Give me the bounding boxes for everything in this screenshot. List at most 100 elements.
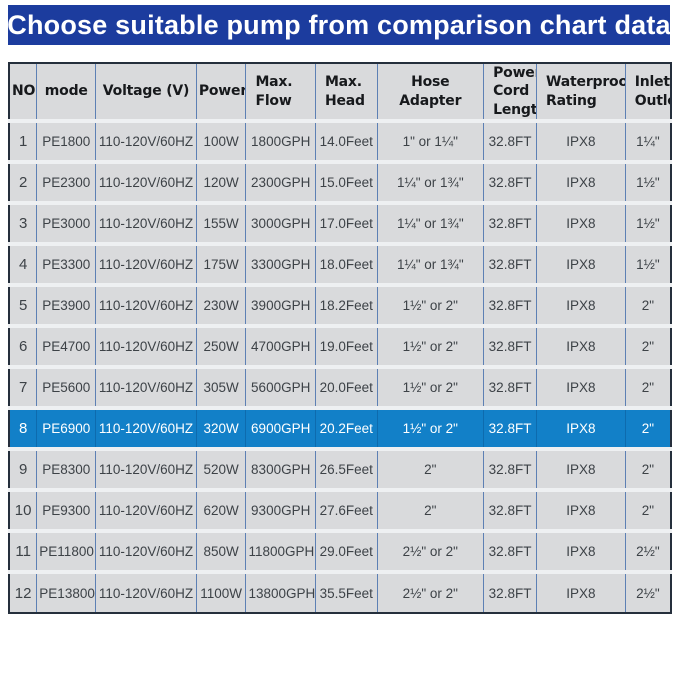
cell-mode: PE1800 xyxy=(36,119,96,162)
pump-comparison-table: NO mode Voltage (V) Power Max. Flow Max. Head… xyxy=(8,62,672,614)
cell-power: 100W xyxy=(195,119,246,162)
cell-waterproof_rating: IPX8 xyxy=(536,488,626,531)
table-row: 1 PE1800 110-120V/60HZ 100W 1800GPH 14.0Feet 1… xyxy=(9,119,671,162)
cell-max_flow: 5600GPH xyxy=(245,365,316,408)
cell-power_cord_length: 32.8FT xyxy=(483,160,537,203)
cell-power_cord_length: 32.8FT xyxy=(483,119,537,162)
cell-voltage: 110-120V/60HZ xyxy=(95,570,197,613)
cell-voltage: 110-120V/60HZ xyxy=(95,324,197,367)
cell-mode: PE13800 xyxy=(36,570,96,613)
cell-max_flow: 3900GPH xyxy=(245,283,316,326)
cell-hose_adapter: 1" or 1¼" xyxy=(376,119,484,162)
cell-no: 2 xyxy=(9,160,37,203)
cell-power: 850W xyxy=(195,529,246,572)
cell-inlet_outlet: 2½" xyxy=(624,529,671,572)
cell-no: 11 xyxy=(9,529,37,572)
table-row: 10 PE9300 110-120V/60HZ 620W 9300GPH 27.6Feet… xyxy=(9,488,671,531)
cell-max_head: 18.2Feet xyxy=(314,283,378,326)
cell-power: 620W xyxy=(195,488,246,531)
cell-no: 12 xyxy=(9,570,37,613)
cell-mode: PE3300 xyxy=(36,242,96,285)
cell-max_flow: 4700GPH xyxy=(245,324,316,367)
cell-max_head: 15.0Feet xyxy=(314,160,378,203)
cell-mode: PE11800 xyxy=(36,529,96,572)
cell-power_cord_length: 32.8FT xyxy=(483,365,537,408)
cell-no: 6 xyxy=(9,324,37,367)
cell-mode: PE9300 xyxy=(36,488,96,531)
cell-max_head: 18.0Feet xyxy=(314,242,378,285)
cell-waterproof_rating: IPX8 xyxy=(536,160,626,203)
cell-inlet_outlet: 2" xyxy=(624,447,671,490)
cell-power: 250W xyxy=(195,324,246,367)
cell-max_head: 17.0Feet xyxy=(314,201,378,244)
cell-power: 155W xyxy=(195,201,246,244)
page: Choose suitable pump from comparison cha… xyxy=(0,5,679,614)
cell-max_head: 19.0Feet xyxy=(314,324,378,367)
table-row: 6 PE4700 110-120V/60HZ 250W 4700GPH 19.0Feet 1… xyxy=(9,324,671,367)
cell-max_flow: 9300GPH xyxy=(245,488,316,531)
cell-waterproof_rating: IPX8 xyxy=(536,365,626,408)
cell-voltage: 110-120V/60HZ xyxy=(95,529,197,572)
header-cell-max_head: Max. Head xyxy=(314,63,378,121)
cell-no: 8 xyxy=(9,406,37,449)
cell-mode: PE5600 xyxy=(36,365,96,408)
cell-waterproof_rating: IPX8 xyxy=(536,201,626,244)
table-container: NO mode Voltage (V) Power Max. Flow Max. Head… xyxy=(8,62,672,614)
cell-no: 4 xyxy=(9,242,37,285)
cell-power_cord_length: 32.8FT xyxy=(483,201,537,244)
cell-inlet_outlet: 2" xyxy=(624,406,671,449)
cell-max_head: 35.5Feet xyxy=(314,570,378,613)
cell-hose_adapter: 1¼" or 1¾" xyxy=(376,242,484,285)
cell-waterproof_rating: IPX8 xyxy=(536,447,626,490)
cell-mode: PE2300 xyxy=(36,160,96,203)
cell-power_cord_length: 32.8FT xyxy=(483,488,537,531)
cell-power: 520W xyxy=(195,447,246,490)
cell-voltage: 110-120V/60HZ xyxy=(95,119,197,162)
cell-inlet_outlet: 1½" xyxy=(624,242,671,285)
cell-no: 3 xyxy=(9,201,37,244)
cell-no: 5 xyxy=(9,283,37,326)
cell-hose_adapter: 1½" or 2" xyxy=(376,406,484,449)
cell-max_flow: 11800GPH xyxy=(245,529,316,572)
table-header: NO mode Voltage (V) Power Max. Flow Max. Head… xyxy=(9,63,671,121)
header-cell-no: NO xyxy=(9,63,37,121)
cell-hose_adapter: 1½" or 2" xyxy=(376,365,484,408)
cell-power_cord_length: 32.8FT xyxy=(483,529,537,572)
cell-hose_adapter: 1¼" or 1¾" xyxy=(376,201,484,244)
page-title: Choose suitable pump from comparison cha… xyxy=(7,5,671,45)
cell-no: 10 xyxy=(9,488,37,531)
cell-waterproof_rating: IPX8 xyxy=(536,283,626,326)
header-cell-power: Power xyxy=(195,63,246,121)
cell-voltage: 110-120V/60HZ xyxy=(95,406,197,449)
cell-max_head: 20.0Feet xyxy=(314,365,378,408)
cell-power_cord_length: 32.8FT xyxy=(483,242,537,285)
cell-max_head: 20.2Feet xyxy=(314,406,378,449)
cell-mode: PE8300 xyxy=(36,447,96,490)
cell-power: 1100W xyxy=(195,570,246,613)
header-cell-voltage: Voltage (V) xyxy=(95,63,197,121)
cell-inlet_outlet: 1½" xyxy=(624,160,671,203)
cell-hose_adapter: 2" xyxy=(376,488,484,531)
cell-power: 320W xyxy=(195,406,246,449)
cell-waterproof_rating: IPX8 xyxy=(536,324,626,367)
cell-hose_adapter: 1½" or 2" xyxy=(376,283,484,326)
header-cell-max_flow: Max. Flow xyxy=(245,63,316,121)
cell-power_cord_length: 32.8FT xyxy=(483,570,537,613)
cell-mode: PE6900 xyxy=(36,406,96,449)
cell-max_flow: 13800GPH xyxy=(245,570,316,613)
table-row: 3 PE3000 110-120V/60HZ 155W 3000GPH 17.0Feet 1… xyxy=(9,201,671,244)
header-cell-mode: mode xyxy=(36,63,96,121)
cell-max_flow: 1800GPH xyxy=(245,119,316,162)
cell-hose_adapter: 2½" or 2" xyxy=(376,570,484,613)
table-row: 11 PE11800 110-120V/60HZ 850W 11800GPH 29.0Fe… xyxy=(9,529,671,572)
table-body: 1 PE1800 110-120V/60HZ 100W 1800GPH 14.0Feet 1… xyxy=(9,119,671,613)
cell-max_head: 29.0Feet xyxy=(314,529,378,572)
cell-max_flow: 2300GPH xyxy=(245,160,316,203)
table-row: 9 PE8300 110-120V/60HZ 520W 8300GPH 26.5Feet 2… xyxy=(9,447,671,490)
cell-waterproof_rating: IPX8 xyxy=(536,406,626,449)
cell-power_cord_length: 32.8FT xyxy=(483,324,537,367)
cell-inlet_outlet: 2" xyxy=(624,324,671,367)
header-cell-inlet_outlet: Inlet/ Outlet xyxy=(624,63,671,121)
cell-mode: PE3900 xyxy=(36,283,96,326)
cell-max_flow: 3300GPH xyxy=(245,242,316,285)
